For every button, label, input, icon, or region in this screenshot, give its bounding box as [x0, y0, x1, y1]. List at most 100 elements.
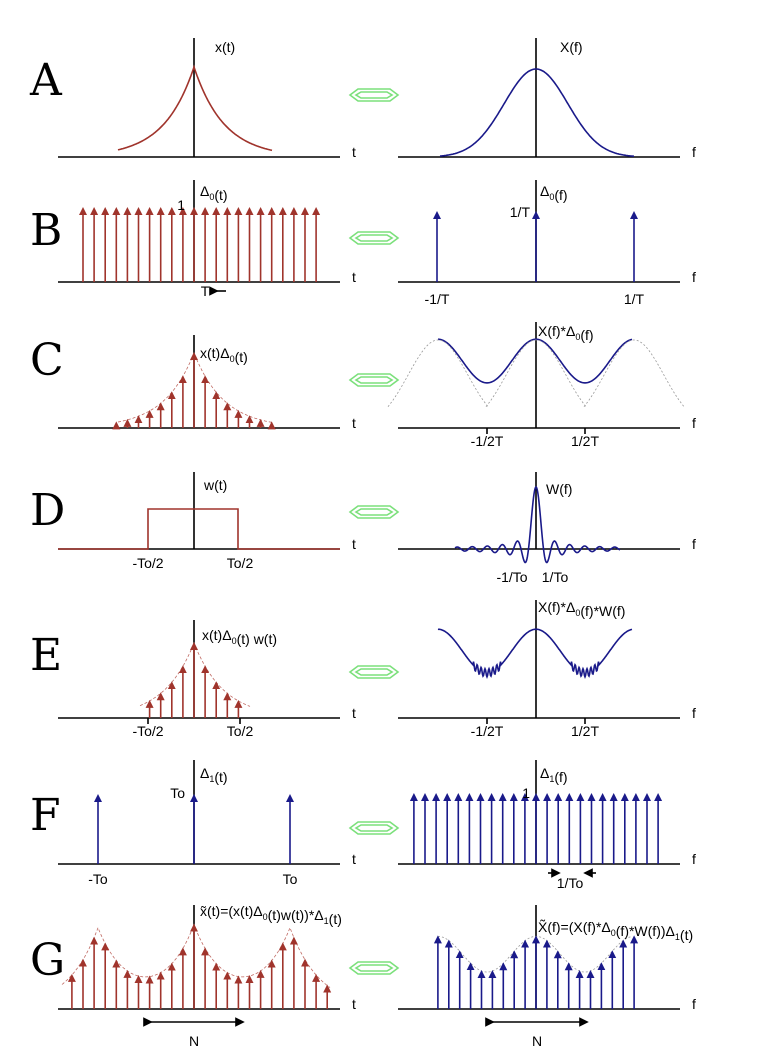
pair-inner [354, 376, 394, 384]
row-letter: C [30, 335, 64, 386]
panel-d: t w(t) -To/2 To/2 f W(f) -1/To 1/To [58, 472, 696, 585]
d-tick-pos-f: 1/To [542, 569, 569, 585]
c-left-axis-label: t [352, 415, 356, 431]
g-right-span-label: N [532, 1033, 542, 1049]
e-ftick-neg: -1/2T [471, 723, 504, 739]
pair-outer [348, 373, 400, 387]
a-left-label: x(t) [215, 39, 235, 55]
d-tick-neg-f: -1/To [496, 569, 527, 585]
d-left-label: w(t) [203, 477, 227, 493]
g-right-axis-label: f [692, 996, 696, 1012]
d-tick-pos: To/2 [227, 555, 254, 571]
spectrum-copy [583, 339, 685, 407]
b-right-axis-label: f [692, 269, 696, 285]
spectrum-copy [387, 339, 489, 407]
e-tick-pos: To/2 [227, 723, 254, 739]
panel-c: t x(t)Δ0(t) f X(f)*Δ0(f) -1/2T 1/2T [58, 322, 696, 449]
c-tick-pos: 1/2T [571, 433, 599, 449]
pair-inner [354, 964, 394, 972]
f-period-label: 1/To [557, 875, 584, 891]
row-letter: A [29, 55, 63, 106]
b-right-label: Δ0(f) [540, 183, 568, 203]
g-envelope [61, 923, 331, 988]
transform-pair-icon [348, 88, 400, 102]
spectrum-copy [485, 339, 587, 407]
e-left-axis-label: t [352, 705, 356, 721]
d-right-axis-label: f [692, 536, 696, 552]
e-ftick-pos: 1/2T [571, 723, 599, 739]
transform-pair-icon [348, 665, 400, 679]
row-letter: D [30, 485, 65, 536]
d-left-axis-label: t [352, 536, 356, 552]
pair-inner [354, 668, 394, 676]
pair-outer [348, 231, 400, 245]
periodic-spectrum [437, 338, 633, 384]
row-c: C [30, 335, 64, 386]
sinc-curve [454, 485, 621, 564]
f-right-marker: 1 [522, 785, 530, 801]
row-d: D [30, 485, 65, 536]
f-tick-pos: To [283, 871, 298, 887]
b-left-label: Δ0(t) [200, 183, 228, 203]
pair-inner [354, 91, 394, 99]
transform-pair-icon [348, 961, 400, 975]
pair-inner [354, 234, 394, 242]
panel-g: t x̃(t)=(x(t)Δ0(t)w(t))*Δ1(t) Nf X̃(f)=(X(f… [58, 903, 696, 1049]
c-tick-neg: -1/2T [471, 433, 504, 449]
c-left-label: x(t)Δ0(t) [200, 345, 248, 365]
pair-outer [348, 88, 400, 102]
pair-outer [348, 665, 400, 679]
transform-pair-icon [348, 373, 400, 387]
row-letter: G [30, 935, 65, 986]
d-right-label: W(f) [546, 481, 572, 497]
d-tick-neg: -To/2 [132, 555, 163, 571]
row-g: G [30, 935, 65, 986]
f-right-label: Δ1(f) [540, 765, 568, 785]
b-left-axis-label: t [352, 269, 356, 285]
panel-f: t Δ1(t) To -To To f Δ1(f) 1 1/To [58, 760, 696, 891]
c-right-label: X(f)*Δ0(f) [538, 323, 594, 343]
row-f: F [30, 790, 61, 841]
row-letter: B [30, 205, 62, 256]
f-left-label: Δ1(t) [200, 765, 228, 785]
g-right-label: X̃(f)=(X(f)*Δ0(f)*W(f))Δ1(t) [538, 919, 693, 943]
pair-inner [354, 824, 394, 832]
a-right-axis-label: f [692, 144, 696, 160]
windowed-spectrum [437, 628, 633, 679]
e-left-label: x(t)Δ0(t) w(t) [202, 627, 277, 647]
g-left-label: x̃(t)=(x(t)Δ0(t)w(t))*Δ1(t) [200, 903, 342, 927]
panel-b: t 1 Δ0(t) Tf Δ0(f) 1/T -1/T 1/T [58, 180, 696, 307]
c-right-axis-label: f [692, 415, 696, 431]
f-tick-neg: -To [88, 871, 108, 887]
e-right-axis-label: f [692, 705, 696, 721]
transform-pair-icon [348, 505, 400, 519]
panel-e: t x(t)Δ0(t) w(t) -To/2 To/2 f X(f)*Δ0(f)*W(f)… [58, 599, 696, 739]
g-spectrum-envelope [438, 936, 633, 973]
b-tick-neg: -1/T [425, 291, 450, 307]
transform-pair-icon [348, 821, 400, 835]
b-right-marker: 1/T [510, 204, 531, 220]
a-left-axis-label: t [352, 144, 356, 160]
row-letter: E [30, 630, 62, 681]
f-left-marker: To [170, 785, 185, 801]
g-left-span-label: N [189, 1033, 199, 1049]
f-left-axis-label: t [352, 851, 356, 867]
row-letter: F [30, 790, 61, 841]
g-left-axis-label: t [352, 996, 356, 1012]
row-a: A [29, 55, 63, 106]
panel-a: t x(t) f X(f) [58, 38, 696, 160]
b-period-label: T [201, 283, 210, 299]
window-rect [58, 508, 340, 550]
row-b: B [30, 205, 62, 256]
b-left-marker: 1 [177, 197, 185, 213]
f-right-axis-label: f [692, 851, 696, 867]
b-tick-pos: 1/T [624, 291, 645, 307]
e-envelope [139, 641, 251, 707]
row-e: E [30, 630, 62, 681]
pair-outer [348, 821, 400, 835]
pair-inner [354, 508, 394, 516]
a-right-label: X(f) [560, 39, 583, 55]
transform-pair-icon [348, 231, 400, 245]
pair-outer [348, 961, 400, 975]
